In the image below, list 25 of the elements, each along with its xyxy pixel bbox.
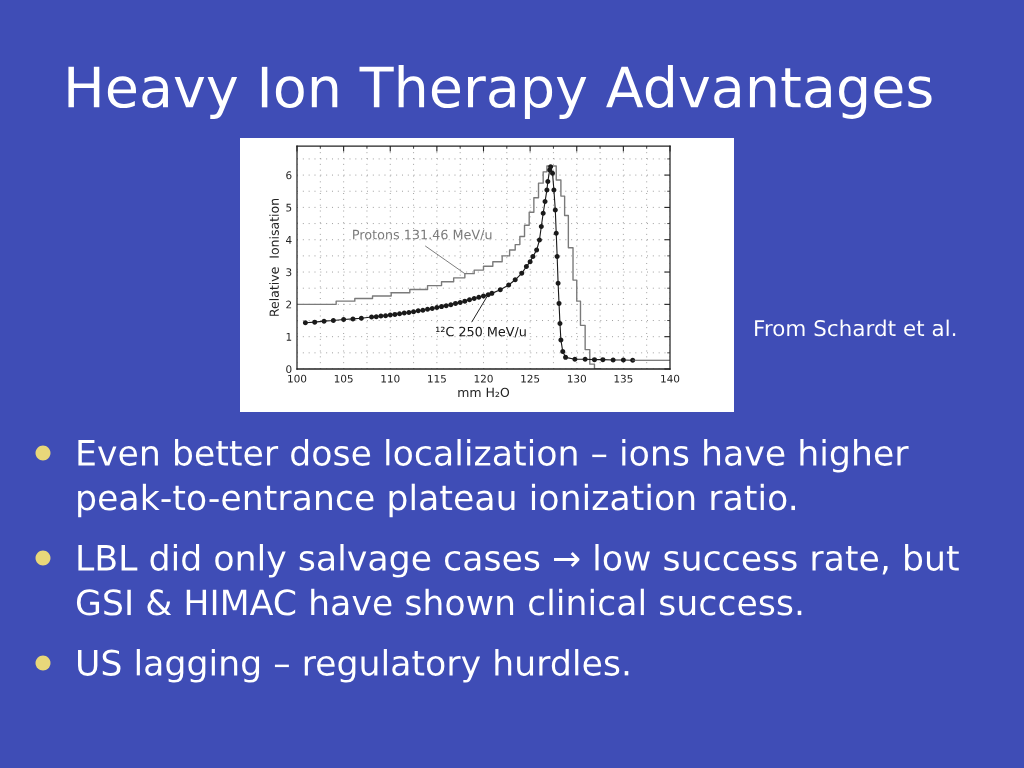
text: LBL did only salvage cases → low success rate, but GSI & HIMAC have shown clinical success.: [76, 544, 959, 616]
text: From Schardt et al.: [755, 319, 956, 337]
chart-title: Heavy Ion Therapy Advantages: [68, 65, 932, 119]
x-tick-label: 135: [614, 374, 633, 383]
y-tick-label: 5: [286, 203, 292, 212]
x-tick-label: 115: [428, 374, 446, 383]
series-label: Protons 131.46 MeV/u: [353, 229, 492, 241]
y-tick-label: 1: [286, 333, 292, 341]
y-tick-label: 4: [286, 236, 292, 244]
y-tick-label: 0: [286, 365, 292, 374]
x-tick-label: 120: [474, 374, 493, 383]
x-tick-label: 130: [567, 374, 586, 383]
text: Even better dose localization – ions have higher peak-to-entrance plateau ionization ratio.: [78, 439, 909, 518]
y-tick-label: 3: [286, 268, 292, 277]
x-tick-label: 125: [521, 374, 540, 383]
x-axis-title: mm H₂O: [458, 387, 510, 398]
x-tick-label: 140: [661, 374, 680, 383]
y-axis-title: Relative Ionisation: [269, 198, 279, 316]
x-tick-label: 105: [334, 374, 353, 383]
text: US lagging – regulatory hurdles.: [78, 649, 629, 683]
x-tick-label: 100: [288, 374, 307, 383]
y-tick-label: 2: [286, 300, 292, 309]
x-tick-label: 110: [381, 374, 400, 383]
y-tick-label: 6: [286, 171, 292, 180]
legend-label: ¹²C 250 MeV/u: [436, 326, 526, 338]
